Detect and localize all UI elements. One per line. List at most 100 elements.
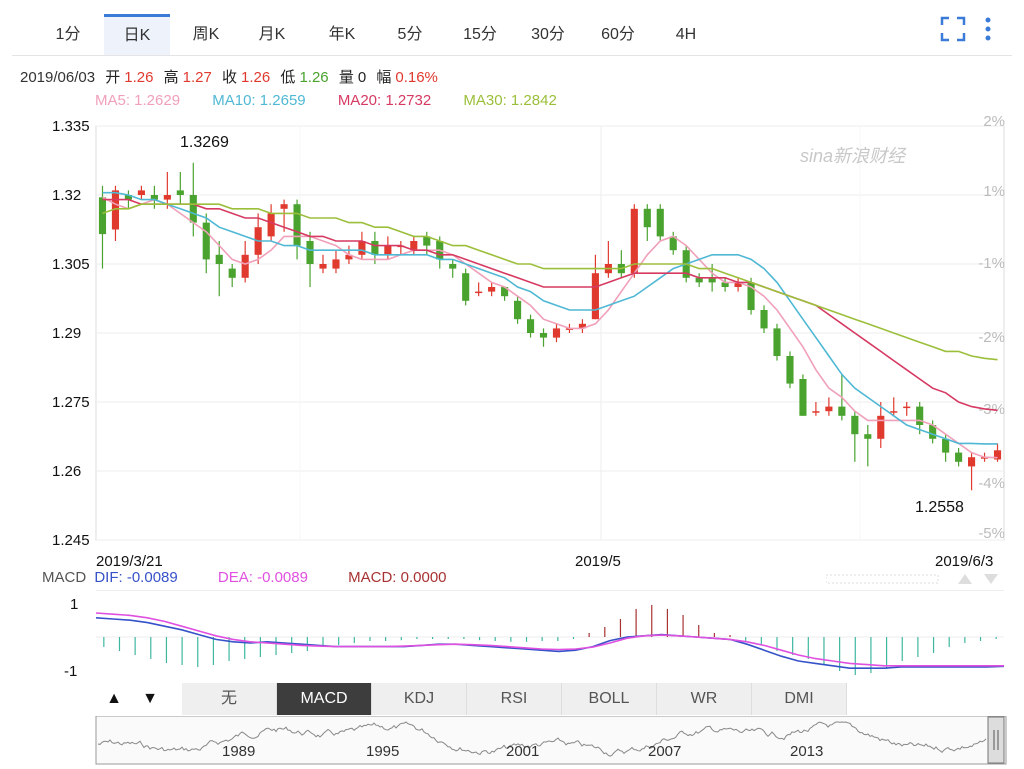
indicator-dmi[interactable]: DMI — [752, 683, 847, 715]
candle[interactable] — [864, 425, 872, 467]
tab-4h[interactable]: 4H — [675, 26, 697, 43]
tab-yearly-k[interactable]: 年K — [328, 26, 356, 43]
candle[interactable] — [721, 277, 729, 292]
indicator-rsi[interactable]: RSI — [467, 683, 562, 715]
candle[interactable] — [332, 250, 340, 274]
tab-1min[interactable]: 1分 — [55, 26, 81, 43]
zoom-up-icon[interactable] — [958, 574, 972, 584]
candle[interactable] — [552, 323, 561, 343]
candle[interactable] — [734, 277, 742, 292]
tab-weekly-k[interactable]: 周K — [192, 26, 220, 43]
candle[interactable] — [228, 264, 236, 287]
candle[interactable] — [539, 328, 548, 347]
candle[interactable] — [98, 185, 107, 269]
indicator-prev-button[interactable]: ▲ — [106, 690, 122, 707]
candle[interactable] — [488, 282, 496, 297]
macd-tick-minus-1: -1 — [64, 663, 77, 680]
dif-label: DIF: -0.0089 — [94, 569, 178, 586]
candle[interactable] — [189, 162, 197, 237]
zoom-down-icon[interactable] — [984, 574, 998, 584]
tab-60min[interactable]: 60分 — [601, 26, 635, 43]
indicator-wr[interactable]: WR — [657, 683, 752, 715]
volume-label: 量 — [338, 69, 354, 86]
timeline-handle[interactable] — [987, 716, 1005, 764]
candle[interactable] — [786, 351, 794, 389]
indicator-boll[interactable]: BOLL — [562, 683, 657, 715]
candle[interactable] — [241, 241, 249, 283]
pct-tick-label: -1% — [978, 255, 1005, 272]
candle[interactable] — [449, 259, 457, 278]
candle[interactable] — [604, 241, 612, 278]
candle[interactable] — [643, 204, 651, 241]
candle[interactable] — [773, 323, 781, 361]
y-tick-label: 1.305 — [52, 256, 90, 273]
candle[interactable] — [903, 402, 911, 416]
tab-monthly-k[interactable]: 月K — [258, 26, 286, 43]
candle[interactable] — [526, 314, 535, 338]
tab-30min[interactable]: 30分 — [531, 26, 565, 43]
candle[interactable] — [812, 402, 820, 416]
candle[interactable] — [630, 204, 638, 278]
candle[interactable] — [254, 213, 262, 264]
candle[interactable] — [760, 305, 768, 333]
y-tick-label: 1.275 — [52, 394, 90, 411]
tab-daily-k[interactable]: 日K — [104, 14, 170, 55]
tab-15min[interactable]: 15分 — [463, 26, 497, 43]
candle[interactable] — [475, 282, 483, 297]
candle[interactable] — [890, 397, 898, 416]
more-vertical-icon[interactable] — [982, 16, 994, 42]
macd-chart[interactable]: 1 -1 — [0, 590, 1024, 682]
change-label: 幅 — [376, 69, 392, 86]
candle[interactable] — [111, 185, 120, 241]
candle[interactable] — [825, 397, 833, 416]
candle[interactable] — [578, 319, 586, 333]
candle[interactable] — [851, 411, 859, 462]
zoom-controls[interactable] — [826, 572, 1006, 586]
candle[interactable] — [384, 236, 392, 260]
candle[interactable] — [993, 443, 1002, 462]
candle[interactable] — [397, 241, 405, 255]
high-value: 1.27 — [182, 69, 212, 86]
ma30-line — [102, 203, 998, 361]
candle[interactable] — [501, 287, 509, 301]
timeline-navigator[interactable]: 1989 1995 2001 2007 2013 — [0, 716, 1024, 766]
open-value: 1.26 — [124, 69, 154, 86]
pct-tick-label: -2% — [978, 329, 1005, 346]
candle[interactable] — [617, 250, 625, 278]
candle[interactable] — [358, 231, 366, 260]
candle[interactable] — [306, 231, 314, 287]
open-label: 开 — [105, 69, 121, 86]
candle[interactable] — [319, 254, 327, 274]
ma20-line — [102, 198, 998, 412]
candle[interactable] — [656, 204, 664, 241]
candle[interactable] — [410, 236, 418, 255]
candle[interactable] — [202, 213, 210, 274]
candle[interactable] — [215, 241, 223, 297]
candlestick-chart[interactable]: 1.335 1.32 1.305 1.29 1.275 1.26 1.245 2% 1% -1%… — [0, 110, 1024, 585]
candle[interactable] — [163, 172, 171, 209]
candle[interactable] — [150, 185, 158, 209]
candle[interactable] — [877, 402, 885, 448]
candle[interactable] — [669, 231, 677, 255]
timeline-year-label: 2007 — [648, 743, 681, 760]
high-annotation: 1.3269 — [180, 134, 229, 151]
indicator-none[interactable]: 无 — [182, 683, 277, 715]
candle[interactable] — [176, 172, 184, 205]
candle[interactable] — [137, 185, 145, 200]
indicator-next-button[interactable]: ▼ — [142, 690, 158, 707]
indicator-kdj[interactable]: KDJ — [372, 683, 467, 715]
candle[interactable] — [955, 448, 963, 467]
candle[interactable] — [747, 277, 755, 315]
candle[interactable] — [514, 296, 522, 324]
candle[interactable] — [799, 374, 807, 416]
candle[interactable] — [462, 268, 470, 306]
candle[interactable] — [695, 273, 703, 287]
macd-legend: MACD DIF: -0.0089 DEA: -0.0089 MACD: 0.0… — [42, 569, 461, 586]
volume-value: 0 — [357, 69, 367, 86]
fullscreen-icon[interactable] — [940, 16, 966, 42]
candle[interactable] — [293, 199, 301, 260]
indicator-macd[interactable]: MACD — [277, 683, 372, 715]
candle[interactable] — [968, 452, 976, 491]
dea-line — [95, 612, 1004, 667]
tab-5min[interactable]: 5分 — [397, 26, 423, 43]
